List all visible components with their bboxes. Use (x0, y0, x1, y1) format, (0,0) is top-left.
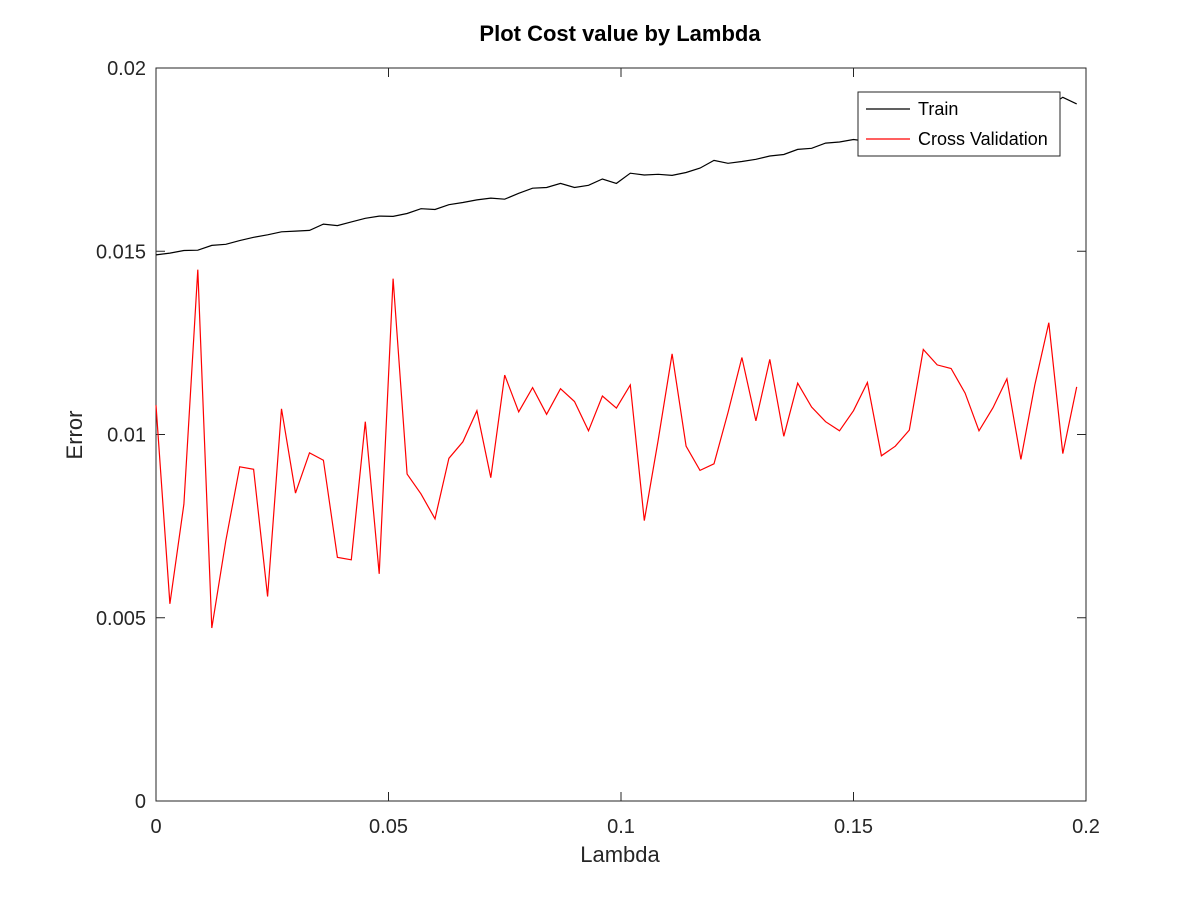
y-tick-label: 0.02 (107, 58, 146, 80)
x-axis-label: Lambda (580, 842, 660, 867)
legend: Train Cross Validation (857, 91, 1061, 157)
y-axis-label: Error (62, 411, 87, 460)
y-tick-label: 0.005 (96, 608, 146, 630)
legend-box (857, 91, 1061, 157)
x-tick-label: 0.15 (834, 816, 873, 838)
legend-label-cross-validation: Cross Validation (918, 129, 1048, 149)
y-tick-label: 0.015 (96, 241, 146, 263)
plot-area (155, 67, 1087, 802)
y-tick-label: 0.01 (107, 425, 146, 447)
series-line-cross-validation (155, 269, 1078, 629)
legend-label-train: Train (918, 99, 958, 119)
y-tick-label: 0 (135, 791, 146, 813)
x-tick-label: 0.2 (1072, 816, 1100, 838)
ticks: 0 0.05 0.1 0.15 0.2 0 0.005 0.01 0.015 0.02 (96, 58, 1100, 838)
x-tick-label: 0.1 (607, 816, 635, 838)
x-tick-label: 0.05 (369, 816, 408, 838)
x-tick-label: 0 (150, 816, 161, 838)
chart-title: Plot Cost value by Lambda (479, 21, 761, 46)
